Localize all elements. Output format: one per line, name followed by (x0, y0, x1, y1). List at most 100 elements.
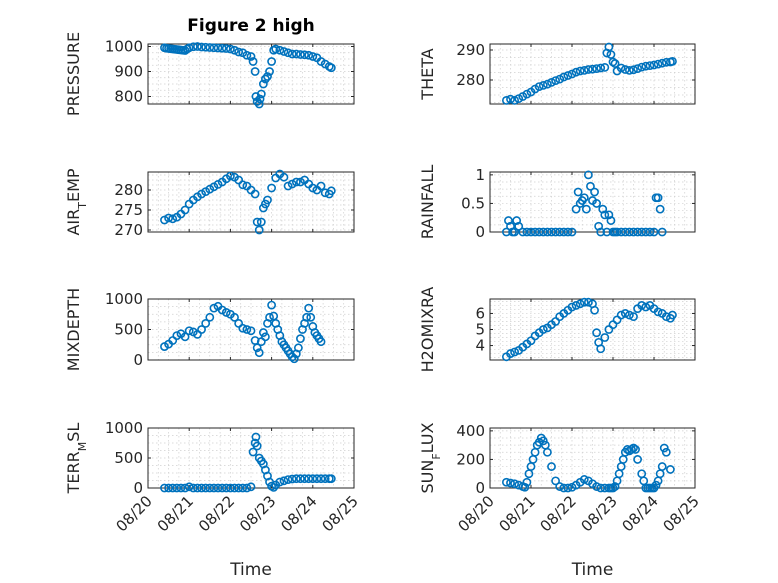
x-axis-label: Time (229, 560, 272, 580)
data-point (594, 221, 604, 231)
data-point (251, 432, 261, 442)
data-point (279, 476, 289, 486)
data-point (164, 213, 173, 223)
x-tick-label: 08/21 (154, 492, 197, 535)
data-point (201, 483, 211, 493)
y-tick-label: 0 (133, 351, 143, 369)
data-point (230, 483, 239, 493)
data-point (283, 475, 293, 484)
x-tick-label: 08/20 (455, 492, 498, 535)
data-point (579, 193, 589, 203)
y-axis-label-pressure: PRESSURE (64, 32, 83, 116)
data-point (512, 216, 522, 225)
y-tick-label: 5 (475, 321, 485, 339)
data-point (506, 94, 515, 104)
data-point (193, 483, 202, 493)
data-point (538, 227, 548, 237)
subplot-sun-flux: 0 200 400 SUNFLUX 08/2008/2108/2208/2308/240… (418, 422, 703, 580)
data-point (320, 474, 330, 484)
data-point (510, 227, 519, 237)
data-point (567, 69, 577, 79)
data-point (291, 49, 301, 59)
data-point (296, 474, 305, 484)
data-point (197, 325, 206, 334)
y-tick-label: 290 (456, 41, 485, 59)
data-point (279, 172, 289, 182)
data-point (653, 307, 663, 317)
data-point (668, 57, 677, 66)
data-point (543, 447, 552, 457)
data-point (254, 348, 264, 358)
data-point (287, 474, 297, 484)
data-point (598, 204, 608, 214)
y-tick-label: 1000 (105, 419, 143, 437)
data-point (504, 216, 513, 225)
data-point (584, 297, 593, 307)
x-tick-label: 08/20 (113, 492, 156, 535)
data-point (543, 227, 552, 237)
data-point (291, 474, 301, 484)
data-point (160, 215, 169, 225)
data-point (225, 483, 235, 493)
data-point (283, 181, 293, 191)
data-point (287, 49, 297, 59)
data-point (255, 94, 265, 104)
data-point (641, 61, 651, 71)
data-point (302, 312, 312, 322)
data-point (252, 441, 262, 451)
subplot-h2omixra: 456 H2OMIXRA (418, 287, 696, 372)
x-tick-label: 08/21 (496, 492, 539, 535)
data-point (168, 214, 178, 224)
data-point (584, 65, 593, 74)
data-point (657, 227, 667, 237)
data-point (254, 99, 264, 109)
data-point (666, 465, 675, 474)
data-point (293, 343, 303, 353)
data-point (296, 334, 305, 344)
data-point (592, 199, 601, 208)
data-point (633, 227, 642, 237)
data-point (291, 177, 301, 187)
data-point (246, 52, 256, 61)
data-point (184, 326, 194, 336)
data-point (596, 483, 606, 493)
data-point (312, 474, 322, 484)
axes-box (147, 171, 355, 233)
data-point (180, 483, 190, 493)
data-point (584, 170, 593, 180)
data-point (631, 445, 640, 454)
data-point (180, 205, 190, 215)
y-tick-label: 0.5 (461, 194, 485, 212)
data-point (551, 76, 560, 85)
data-point (213, 43, 223, 53)
axes-box (147, 43, 355, 105)
data-point (326, 474, 336, 484)
data-point (279, 47, 289, 56)
y-tick-label: 0 (475, 479, 485, 497)
figure-title: Figure 2 high (187, 16, 315, 36)
y-tick-label: 4 (475, 337, 485, 355)
data-point (213, 483, 223, 493)
data-point (289, 354, 299, 364)
data-point (659, 443, 669, 453)
data-point (596, 63, 606, 73)
data-point (592, 328, 601, 338)
subplot-rainfall: 0 0.5 1 RAINFALL (418, 165, 696, 241)
data-point (567, 302, 577, 312)
data-point (205, 312, 215, 322)
data-point (242, 50, 252, 60)
y-tick-label: 900 (114, 63, 143, 81)
data-point (258, 79, 268, 89)
data-point (258, 328, 268, 337)
data-point (316, 337, 326, 347)
data-point (526, 227, 536, 237)
data-point (610, 59, 620, 68)
data-point (197, 42, 206, 52)
data-point (184, 482, 194, 492)
y-tick-label: 500 (114, 321, 143, 339)
data-point (629, 227, 638, 237)
data-point (308, 183, 318, 193)
data-point (510, 479, 519, 489)
data-point (250, 189, 260, 199)
